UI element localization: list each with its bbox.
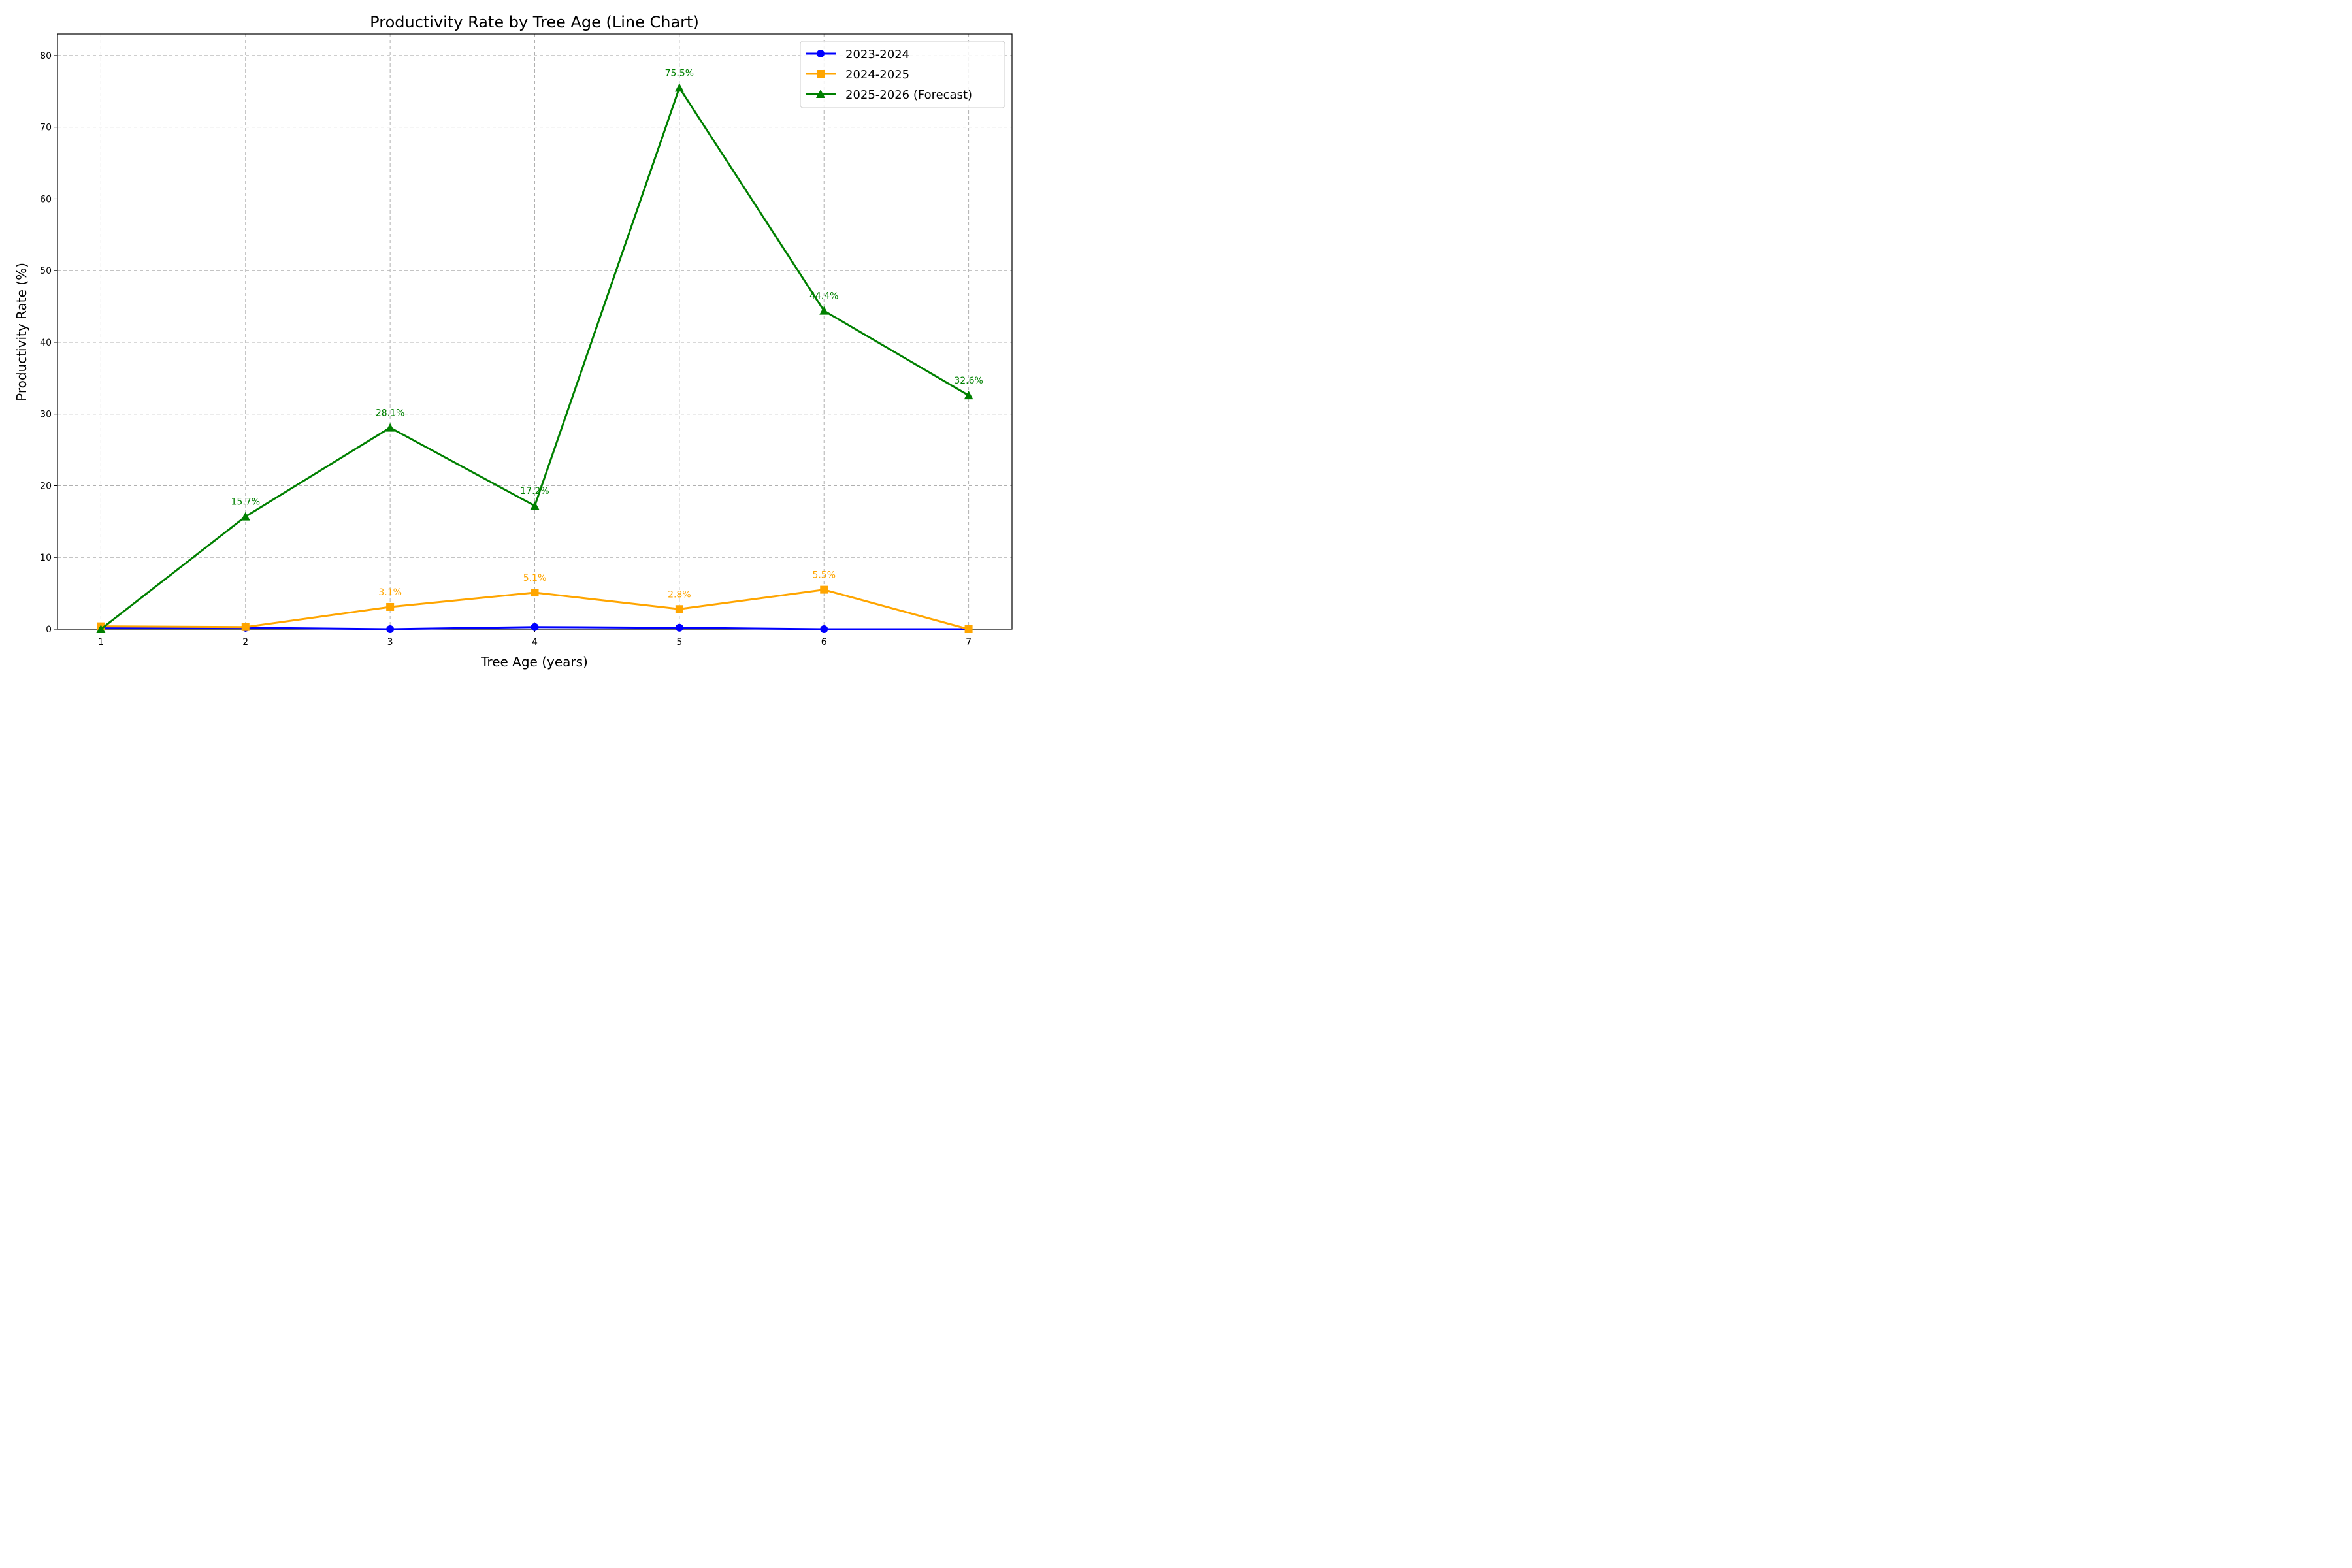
series-2 (97, 585, 973, 633)
y-tick-label: 60 (40, 194, 52, 204)
data-point (530, 501, 540, 510)
data-label: 32.6% (954, 376, 983, 386)
data-label: 75.5% (665, 68, 694, 78)
line-chart: 1 2 3 4 5 6 7 0 10 20 30 40 50 60 70 80 3.1% 5.1% 2.8% 5.… (14, 13, 1013, 670)
data-label: 3.1% (378, 587, 402, 598)
series-layer (96, 83, 973, 633)
y-tick-label: 30 (40, 410, 52, 420)
data-point (820, 585, 828, 594)
grid (57, 34, 1012, 630)
x-axis: 1 2 3 4 5 6 7 (98, 629, 972, 647)
legend-marker (816, 90, 825, 98)
data-label: 44.4% (809, 291, 838, 302)
data-point (96, 625, 106, 633)
x-tick-label: 5 (676, 637, 682, 647)
x-tick-label: 4 (532, 637, 538, 647)
data-point (386, 602, 395, 611)
x-tick-label: 3 (387, 637, 393, 647)
y-tick-label: 80 (40, 51, 52, 61)
legend-marker (817, 70, 825, 78)
y-tick-label: 10 (40, 553, 52, 563)
data-point (385, 423, 395, 432)
data-label: 5.1% (523, 573, 547, 583)
y-tick-label: 50 (40, 266, 52, 276)
y-tick-label: 40 (40, 338, 52, 348)
data-point (531, 589, 539, 597)
x-tick-label: 7 (966, 637, 972, 647)
data-point (386, 625, 395, 633)
x-tick-label: 1 (98, 637, 104, 647)
y-axis: 0 10 20 30 40 50 60 70 80 (40, 51, 57, 635)
legend-label: 2024-2025 (845, 68, 909, 82)
legend-item: 2024-2025 (806, 68, 909, 82)
chart-title: Productivity Rate by Tree Age (Line Char… (370, 13, 699, 31)
x-tick-label: 2 (242, 637, 248, 647)
legend-item: 2023-2024 (806, 48, 909, 61)
data-point (674, 83, 684, 92)
legend: 2023-2024 2024-2025 2025-2026 (Forecast) (800, 41, 1005, 108)
y-axis-title: Productivity Rate (%) (14, 263, 29, 401)
legend-item: 2025-2026 (Forecast) (806, 88, 972, 102)
legend-box (800, 41, 1005, 108)
data-label: 17.2% (520, 486, 549, 497)
y-tick-label: 70 (40, 123, 52, 133)
data-labels: 3.1% 5.1% 2.8% 5.5% 15.7% 28.1% 17.2% 75.5% 44.4… (231, 68, 983, 600)
data-point (964, 625, 973, 633)
data-point (531, 623, 539, 631)
x-axis-title: Tree Age (years) (480, 654, 588, 670)
data-label: 15.7% (231, 497, 260, 508)
data-label: 28.1% (376, 408, 404, 419)
legend-label: 2023-2024 (845, 48, 909, 61)
data-point (241, 623, 250, 631)
data-point (820, 625, 828, 633)
data-point (675, 623, 683, 632)
data-point (240, 512, 250, 521)
legend-marker (817, 50, 825, 57)
y-tick-label: 0 (46, 625, 52, 635)
series-3 (96, 83, 973, 633)
y-tick-label: 20 (40, 481, 52, 491)
legend-label: 2025-2026 (Forecast) (845, 88, 972, 102)
data-point (964, 391, 973, 400)
data-point (675, 605, 683, 613)
data-label: 5.5% (812, 570, 836, 581)
data-label: 2.8% (668, 589, 691, 600)
data-point (819, 306, 829, 315)
x-tick-label: 6 (821, 637, 827, 647)
